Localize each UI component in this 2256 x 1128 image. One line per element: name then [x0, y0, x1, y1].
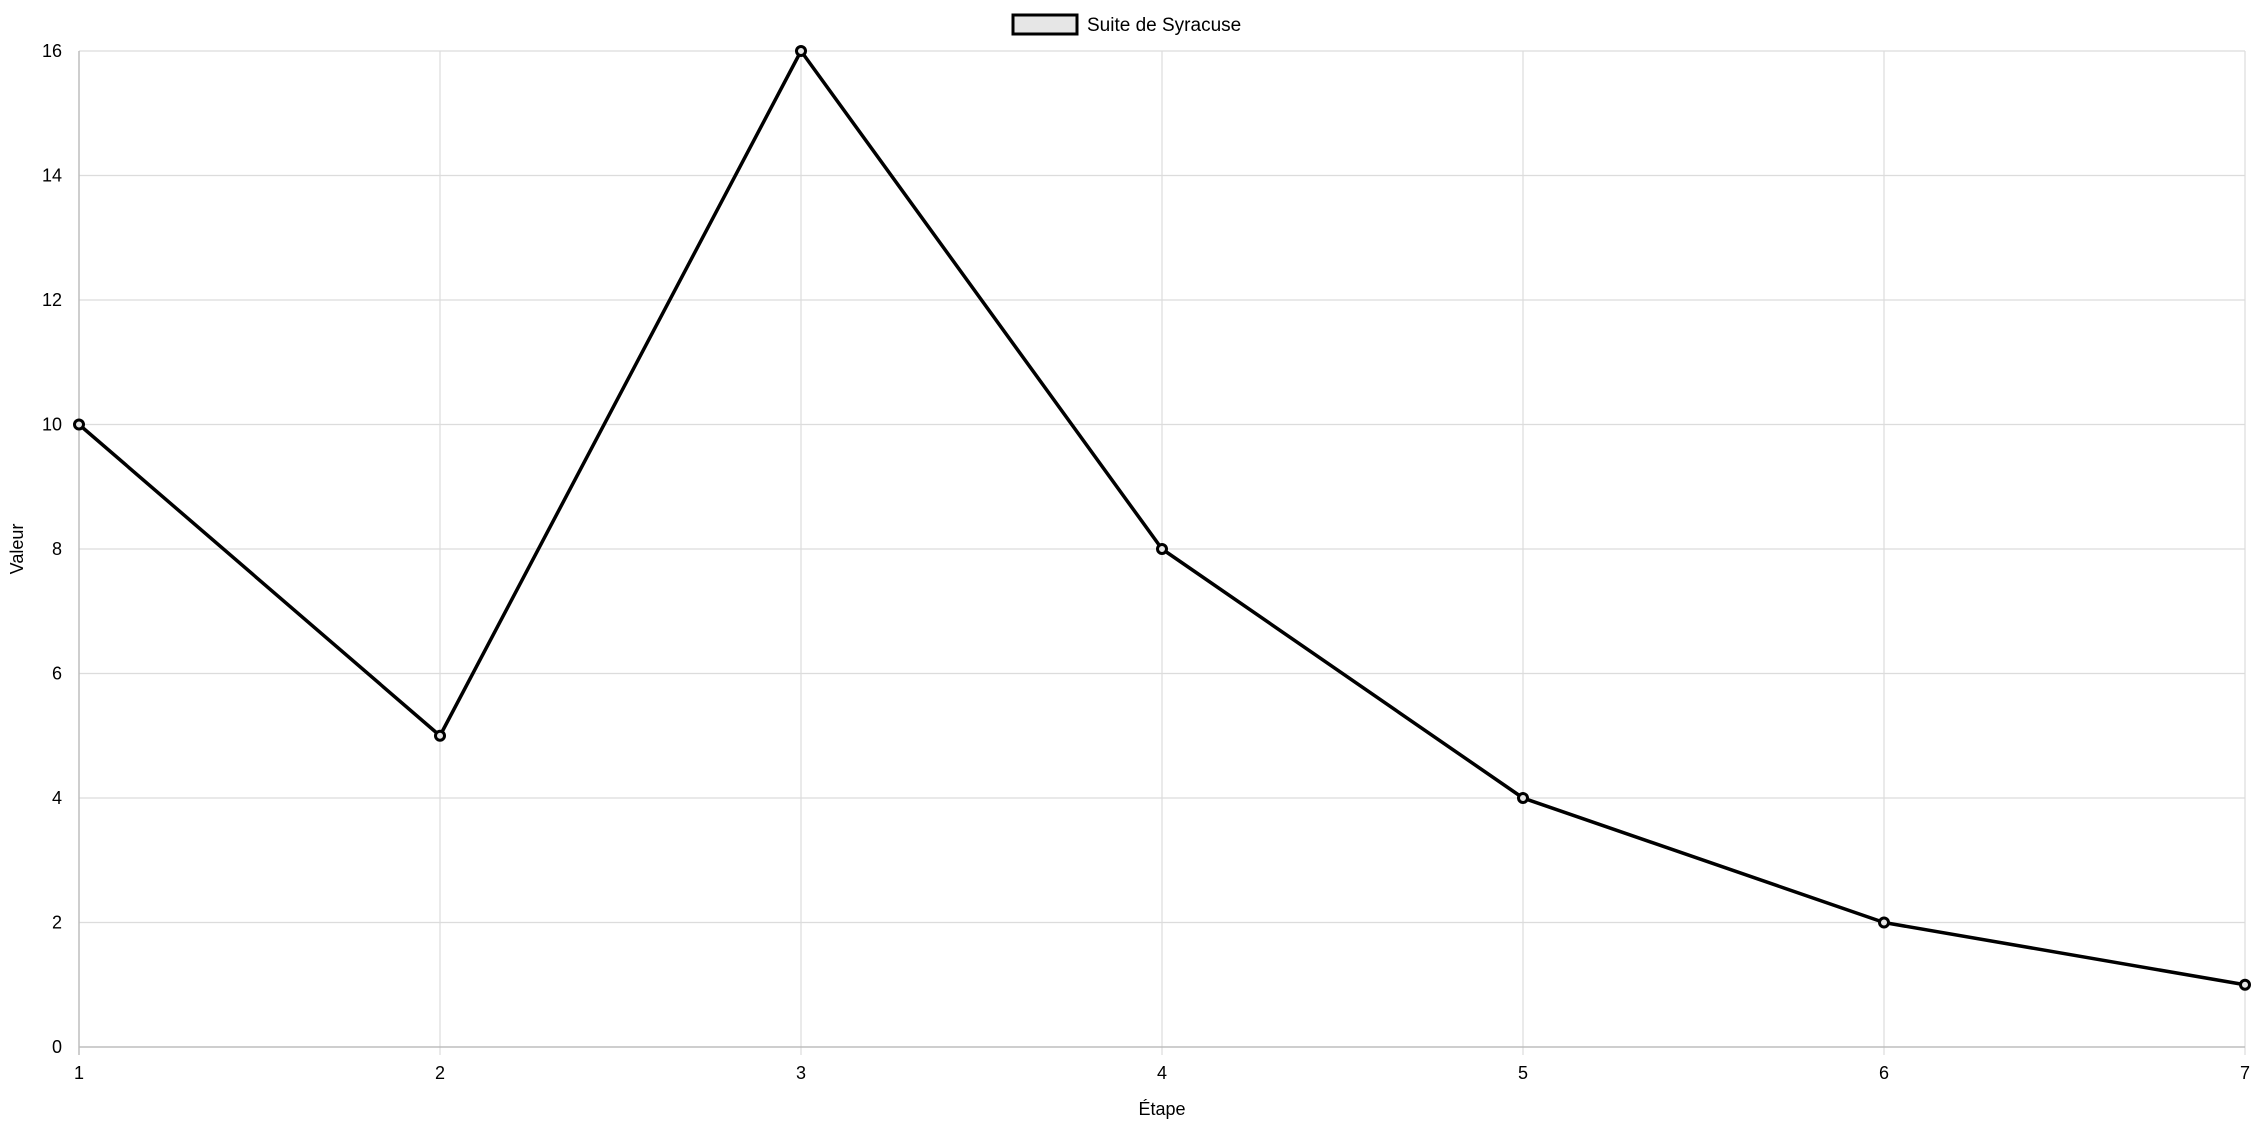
y-tick-label: 2 — [52, 913, 62, 933]
data-point[interactable] — [1878, 916, 1890, 929]
x-tick-label: 7 — [2240, 1063, 2250, 1083]
x-tick-label: 5 — [1518, 1063, 1528, 1083]
data-point[interactable] — [434, 729, 446, 742]
x-tick-label: 3 — [796, 1063, 806, 1083]
y-tick-label: 6 — [52, 664, 62, 684]
legend-swatch[interactable] — [1011, 13, 1079, 36]
y-tick-label: 8 — [52, 539, 62, 559]
y-tick-label: 14 — [42, 166, 62, 186]
data-point[interactable] — [73, 418, 85, 431]
series-layer — [73, 45, 2251, 991]
data-point[interactable] — [2239, 978, 2251, 991]
y-tick-label: 10 — [42, 415, 62, 435]
x-tick-label: 4 — [1157, 1063, 1167, 1083]
data-point[interactable] — [1517, 792, 1529, 804]
y-tick-label: 12 — [42, 290, 62, 310]
y-tick-label: 0 — [52, 1037, 62, 1057]
legend[interactable]: Suite de Syracuse — [1011, 13, 1241, 36]
x-tick-label: 1 — [74, 1063, 84, 1083]
data-point[interactable] — [795, 45, 807, 57]
x-tick-label: 6 — [1879, 1063, 1889, 1083]
y-axis-title: Valeur — [7, 524, 27, 575]
x-tick-label: 2 — [435, 1063, 445, 1083]
legend-label[interactable]: Suite de Syracuse — [1087, 15, 1241, 36]
data-point[interactable] — [1156, 543, 1168, 555]
y-tick-label: 4 — [52, 788, 62, 808]
y-tick-label: 16 — [42, 41, 62, 61]
x-axis-title: Étape — [1138, 1099, 1185, 1119]
grid — [79, 50, 2246, 1055]
